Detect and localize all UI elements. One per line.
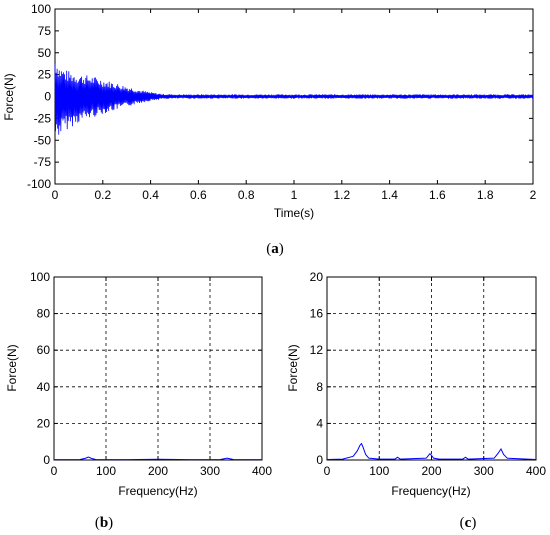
y-tick-label: -75	[34, 155, 52, 169]
y-tick-label: 60	[37, 343, 51, 357]
panel-b-spectrum-line	[53, 456, 263, 461]
panel-c-grid	[327, 277, 536, 460]
x-tick-label: 300	[474, 464, 494, 478]
y-tick-label: -100	[27, 177, 51, 191]
x-tick-label: 1.6	[429, 188, 446, 202]
panel-c-caption: (c)	[460, 515, 477, 531]
x-tick-label: 0.4	[142, 188, 159, 202]
x-tick-label: 0	[52, 188, 59, 202]
y-tick-label: 100	[31, 2, 51, 16]
x-tick-label: 0.2	[94, 188, 111, 202]
x-tick-label: 0.8	[238, 188, 255, 202]
x-tick-label: 400	[252, 464, 272, 478]
y-tick-label: 20	[37, 416, 51, 430]
panel-a-x-ticks: 0 0.2 0.4 0.6 0.8 1 1.2 1.4 1.6 1.8 2	[52, 9, 537, 202]
y-tick-label: 0	[44, 90, 51, 104]
panel-c-x-ticks: 0 100 200 300 400	[324, 277, 546, 478]
y-tick-label: 40	[37, 380, 51, 394]
panel-b-ylabel: Force(N)	[5, 344, 19, 391]
x-tick-label: 100	[96, 464, 116, 478]
panel-b-y-ticks: 100 80 60 40 20 0	[30, 270, 262, 467]
panel-c: 20 16 12 8 4 0 0 100 200 300 400 Frequency(Hz) Fo…	[286, 270, 546, 531]
y-tick-label: 50	[38, 46, 52, 60]
panel-a-y-ticks: 100 75 50 25 0 -25 -50 -75 -100	[27, 2, 533, 191]
y-tick-label: 12	[310, 343, 324, 357]
x-tick-label: 200	[148, 464, 168, 478]
y-tick-label: -50	[34, 133, 52, 147]
panel-c-spectrum-line	[326, 442, 537, 461]
y-tick-label: 8	[316, 380, 323, 394]
x-tick-label: 1	[291, 188, 298, 202]
x-tick-label: 1.2	[333, 188, 350, 202]
y-tick-label: 0	[43, 453, 50, 467]
panel-b-x-ticks: 0 100 200 300 400	[51, 277, 272, 478]
panel-b-xlabel: Frequency(Hz)	[118, 484, 197, 498]
x-tick-label: 200	[421, 464, 441, 478]
x-tick-label: 300	[200, 464, 220, 478]
y-tick-label: 16	[310, 307, 324, 321]
x-tick-label: 1.4	[381, 188, 398, 202]
panel-a-ylabel: Force(N)	[2, 73, 16, 120]
x-tick-label: 0	[324, 464, 331, 478]
y-tick-label: 4	[316, 416, 323, 430]
y-tick-label: 25	[38, 68, 52, 82]
y-tick-label: 0	[316, 453, 323, 467]
x-tick-label: 100	[369, 464, 389, 478]
y-tick-label: 80	[37, 307, 51, 321]
panel-a-xlabel: Time(s)	[274, 206, 314, 220]
y-tick-label: 20	[310, 270, 324, 284]
panel-a: 100 75 50 25 0 -25 -50 -75 -100 0 0.2 0.4 0.6 0.8 1 1.…	[2, 2, 537, 257]
panel-c-y-ticks: 20 16 12 8 4 0	[310, 270, 536, 467]
y-tick-label: -25	[34, 111, 52, 125]
x-tick-label: 1.8	[477, 188, 494, 202]
panel-a-caption: (a)	[266, 241, 284, 257]
x-tick-label: 0.6	[190, 188, 207, 202]
x-tick-label: 400	[526, 464, 546, 478]
panel-a-force-signal	[54, 64, 534, 135]
y-tick-label: 75	[38, 24, 52, 38]
panel-b-grid	[54, 277, 262, 460]
panel-c-ylabel: Force(N)	[286, 344, 300, 391]
x-tick-label: 2	[530, 188, 537, 202]
panel-b-caption: (b)	[95, 515, 113, 531]
x-tick-label: 0	[51, 464, 58, 478]
panel-c-xlabel: Frequency(Hz)	[391, 484, 470, 498]
y-tick-label: 100	[30, 270, 50, 284]
